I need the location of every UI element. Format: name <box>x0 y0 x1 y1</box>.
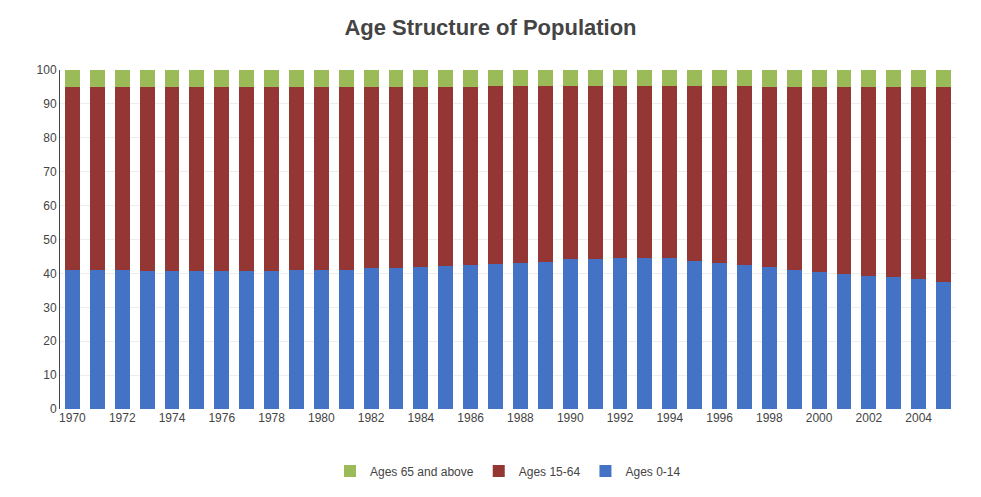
svg-text:60: 60 <box>43 199 57 213</box>
svg-text:20: 20 <box>43 334 57 348</box>
svg-text:1994: 1994 <box>656 411 683 425</box>
svg-text:1982: 1982 <box>358 411 385 425</box>
svg-text:2002: 2002 <box>856 411 883 425</box>
svg-text:1976: 1976 <box>208 411 235 425</box>
svg-text:1990: 1990 <box>557 411 584 425</box>
svg-text:50: 50 <box>43 233 57 247</box>
svg-text:1970: 1970 <box>59 411 86 425</box>
svg-text:Ages 15-64: Ages 15-64 <box>519 465 581 479</box>
svg-text:Ages 0-14: Ages 0-14 <box>625 465 680 479</box>
svg-text:1988: 1988 <box>507 411 534 425</box>
svg-text:2000: 2000 <box>806 411 833 425</box>
svg-text:10: 10 <box>43 368 57 382</box>
svg-text:100: 100 <box>37 63 57 77</box>
svg-text:1974: 1974 <box>159 411 186 425</box>
svg-text:1984: 1984 <box>408 411 435 425</box>
svg-text:1972: 1972 <box>109 411 136 425</box>
svg-text:70: 70 <box>43 165 57 179</box>
svg-text:Ages 65 and above: Ages 65 and above <box>370 465 474 479</box>
svg-text:1986: 1986 <box>457 411 484 425</box>
svg-text:1980: 1980 <box>308 411 335 425</box>
svg-text:40: 40 <box>43 267 57 281</box>
svg-text:30: 30 <box>43 301 57 315</box>
svg-text:1992: 1992 <box>607 411 634 425</box>
svg-text:0: 0 <box>50 402 57 416</box>
svg-text:1996: 1996 <box>706 411 733 425</box>
svg-text:80: 80 <box>43 131 57 145</box>
svg-text:90: 90 <box>43 97 57 111</box>
svg-text:1978: 1978 <box>258 411 285 425</box>
svg-text:2004: 2004 <box>905 411 932 425</box>
svg-text:1998: 1998 <box>756 411 783 425</box>
svg-text:Age Structure of Population: Age Structure of Population <box>344 15 636 40</box>
